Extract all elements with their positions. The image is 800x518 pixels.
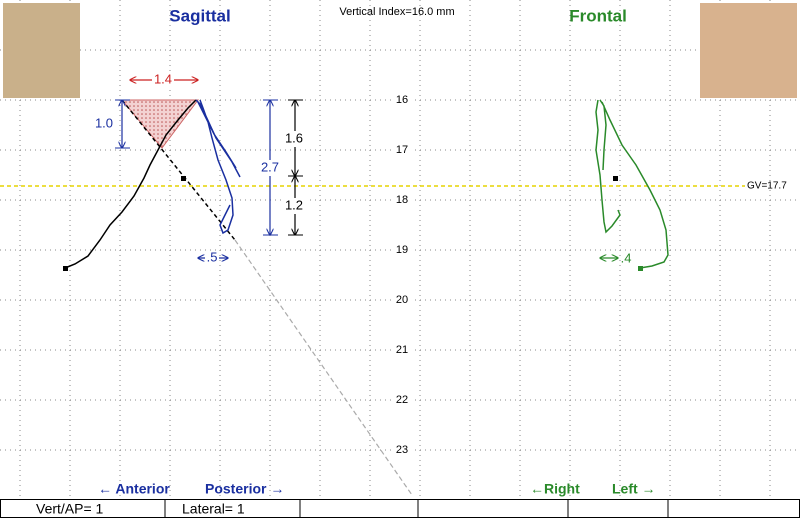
label-bg — [393, 443, 411, 457]
direction-anterior: ← Anterior — [98, 481, 170, 497]
scale-label: 19 — [396, 244, 408, 256]
scale-label: 21 — [396, 344, 408, 356]
trace-end — [638, 266, 643, 271]
scale-label: 22 — [396, 394, 408, 406]
scale-label: 20 — [396, 294, 408, 306]
reference-extension — [234, 239, 413, 496]
scale-label: 16 — [396, 94, 408, 106]
status-lateral: Lateral= 1 — [182, 501, 245, 517]
gv-label: GV=17.7 — [747, 181, 787, 192]
frontal-title: Frontal — [569, 6, 627, 25]
profile-photo — [3, 3, 80, 98]
scale-label: 18 — [396, 194, 408, 206]
status-vert-ap: Vert/AP= 1 — [36, 501, 104, 517]
scale: 16 17 18 19 20 21 22 23 — [393, 93, 411, 457]
sagittal-title: Sagittal — [169, 6, 230, 25]
reference-line — [121, 99, 236, 241]
direction-posterior: Posterior → — [205, 481, 284, 497]
frontal-trace — [595, 99, 669, 269]
frontal-photo — [700, 3, 797, 98]
sagittal-trace-posterior — [195, 99, 241, 235]
direction-right: ←Right — [530, 481, 580, 497]
center-marker — [181, 176, 186, 181]
measure-lower: 1.2 — [285, 197, 303, 212]
measure-frontal-width: .4 — [621, 250, 632, 265]
status-bar: Vert/AP= 1 Lateral= 1 — [0, 499, 800, 518]
envelope — [120, 99, 199, 149]
label-bg — [393, 93, 411, 107]
measure-horizontal: 1.4 — [154, 71, 172, 86]
label-bg — [393, 143, 411, 157]
measure-vertical: 1.0 — [95, 115, 113, 130]
scale-label: 17 — [396, 144, 408, 156]
trace-end — [63, 266, 68, 271]
label-bg — [393, 243, 411, 257]
measure-total: 2.7 — [261, 159, 279, 174]
vertical-index: Vertical Index=16.0 mm — [339, 6, 454, 18]
measure-width: .5 — [207, 249, 218, 264]
sagittal-trace-anterior — [64, 99, 197, 269]
scale-label: 23 — [396, 444, 408, 456]
measure-upper: 1.6 — [285, 130, 303, 145]
label-bg — [393, 393, 411, 407]
label-bg — [393, 193, 411, 207]
direction-left: Left → — [612, 481, 656, 497]
label-bg — [393, 293, 411, 307]
center-marker — [613, 176, 618, 181]
label-bg — [393, 343, 411, 357]
